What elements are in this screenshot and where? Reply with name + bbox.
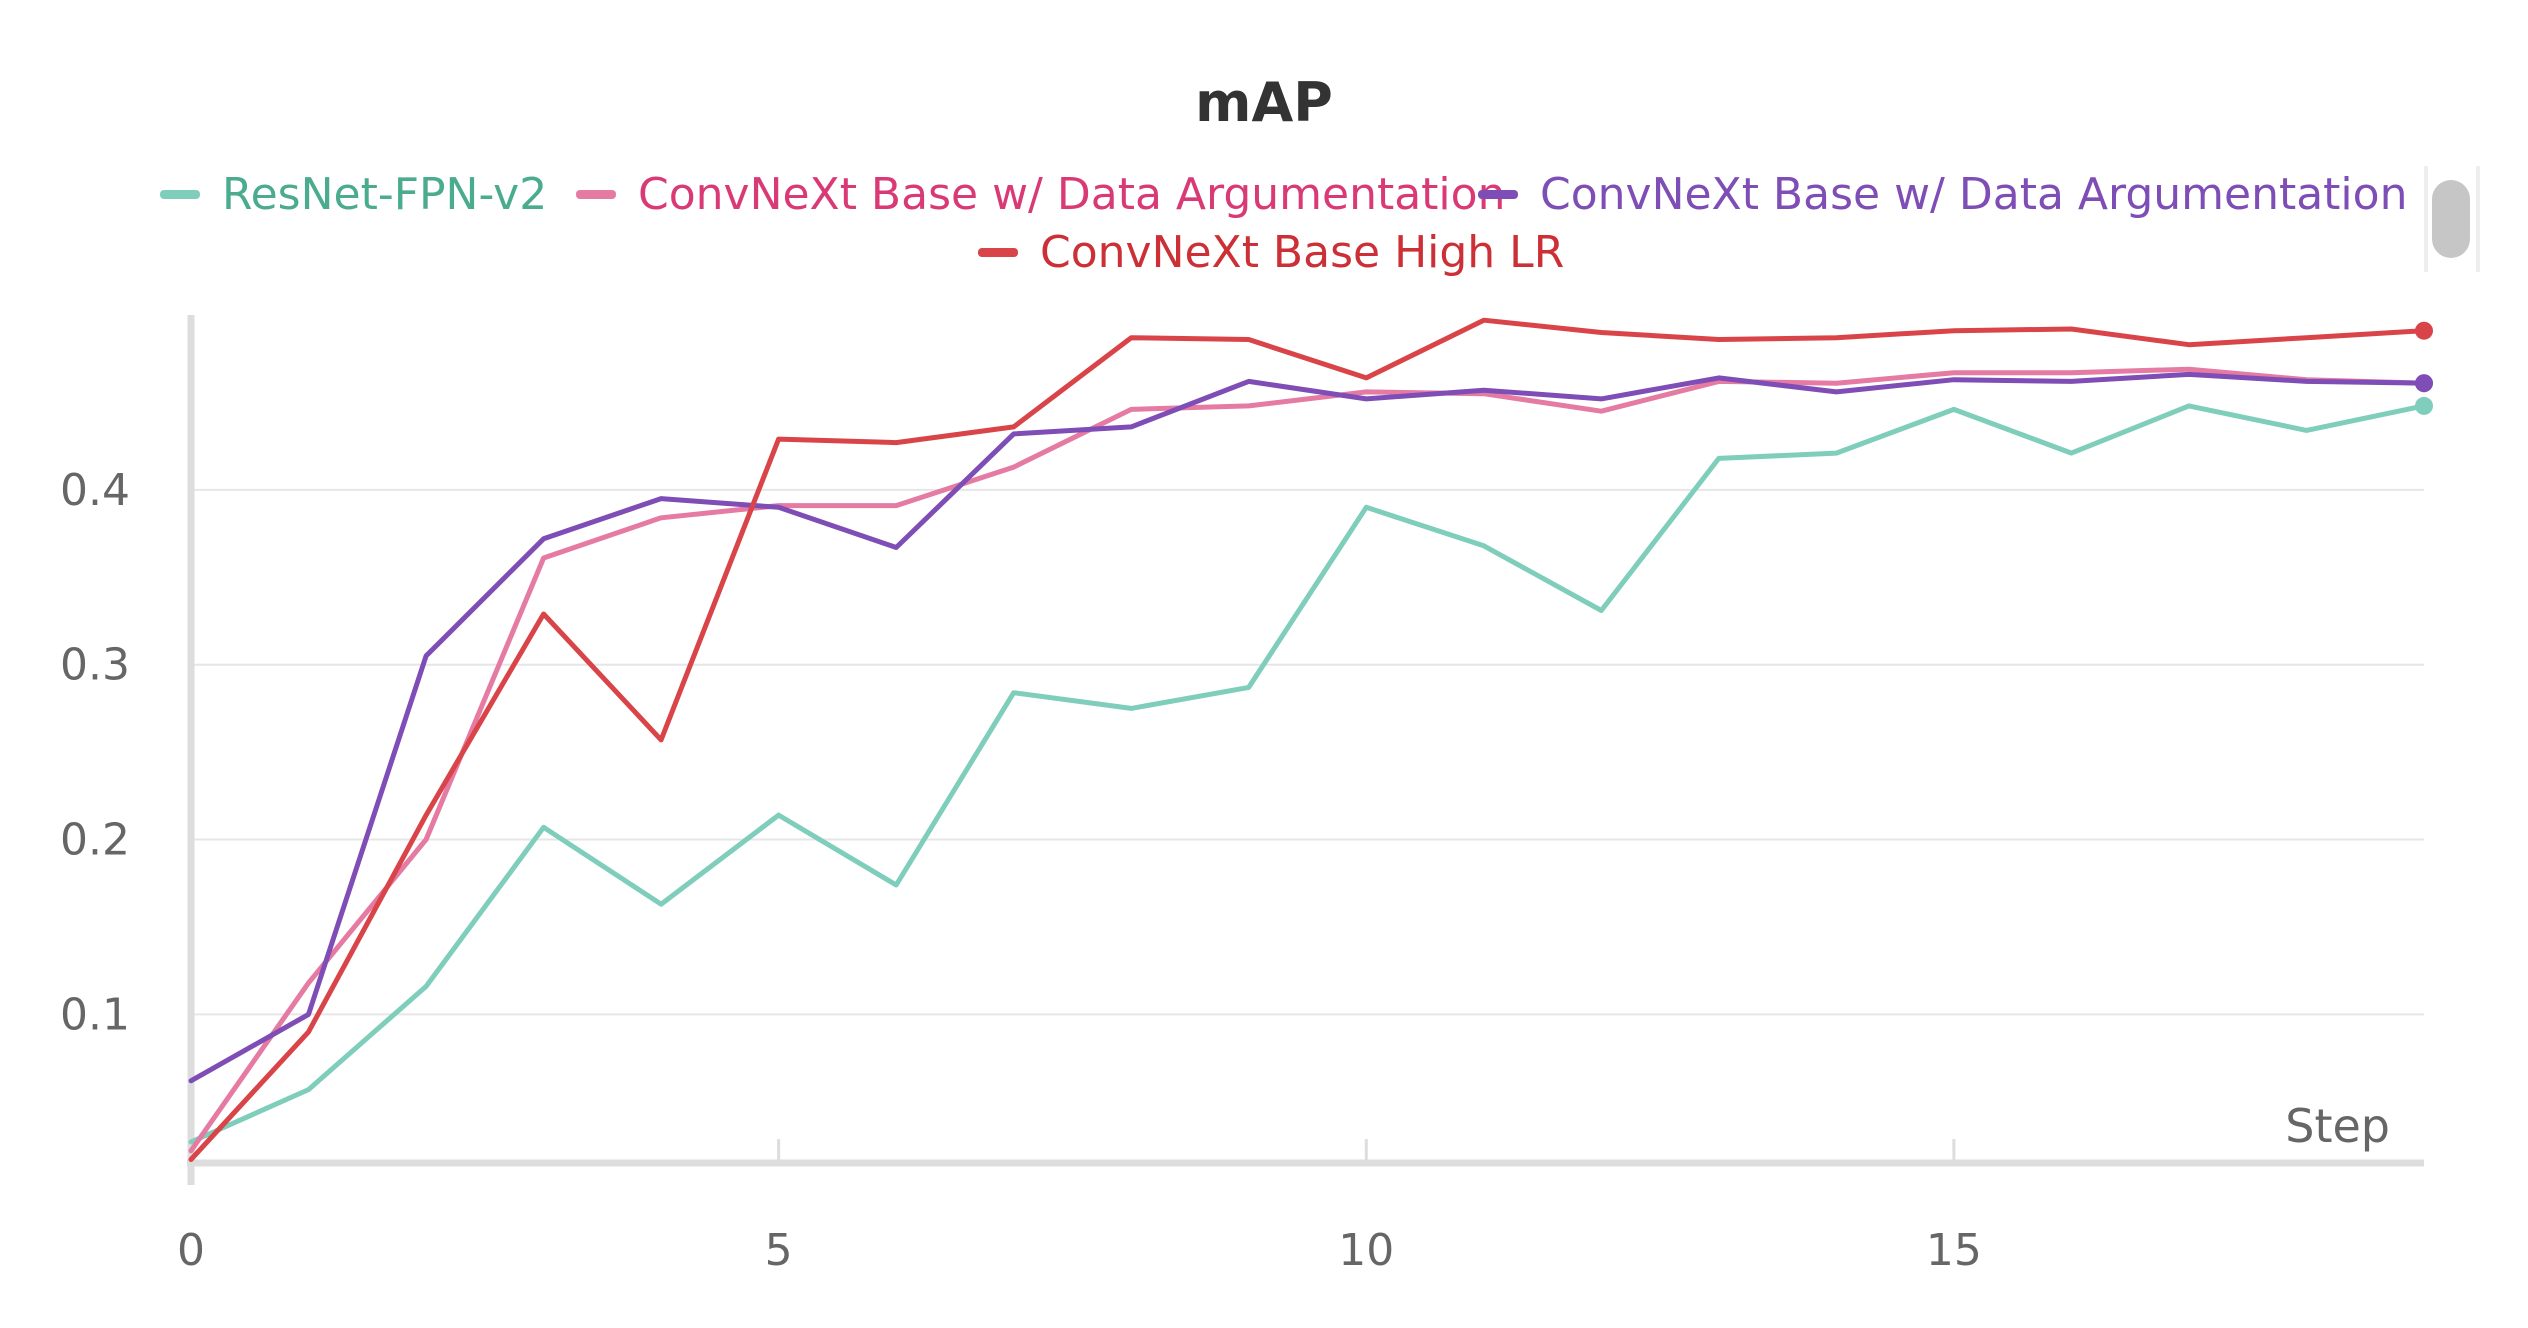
legend-swatch-convnext-pink xyxy=(576,189,616,199)
y-tick-label: 0.2 xyxy=(60,815,130,866)
series-line-4[interactable] xyxy=(188,317,2427,1162)
y-tick-labels: 0.1 0.2 0.3 0.4 xyxy=(60,465,130,1041)
x-tick-label: 15 xyxy=(1926,1225,1982,1276)
grid-lines xyxy=(191,488,2424,1163)
series-end-marker-4 xyxy=(2415,321,2433,340)
chart-title: mAP xyxy=(1195,71,1333,134)
x-tick-labels: 0 5 10 15 xyxy=(177,1225,1982,1276)
legend-swatch-high-lr xyxy=(978,247,1018,257)
axes xyxy=(187,315,2424,1185)
series-line-2[interactable] xyxy=(188,366,2427,1154)
legend-swatch-convnext-purple xyxy=(1478,189,1518,199)
legend-item-convnext-data-aug-pink[interactable]: ConvNeXt Base w/ Data Argumentation xyxy=(576,166,1505,222)
series-lines xyxy=(188,317,2433,1162)
y-tick-label: 0.4 xyxy=(60,465,130,516)
series-line-3[interactable] xyxy=(188,371,2427,1084)
legend-label-convnext-pink: ConvNeXt Base w/ Data Argumentation xyxy=(638,168,1506,220)
y-tick-label: 0.1 xyxy=(60,989,130,1040)
series-end-marker-1 xyxy=(2415,396,2433,415)
legend-scrollbar-thumb[interactable] xyxy=(2432,180,2470,258)
legend-item-convnext-high-lr[interactable]: ConvNeXt Base High LR xyxy=(978,224,1564,280)
legend-scrollbar-track[interactable] xyxy=(2424,166,2480,272)
legend-label-convnext-purple: ConvNeXt Base w/ Data Argumentation xyxy=(1540,168,2408,220)
x-tick-label: 0 xyxy=(177,1225,205,1276)
legend-item-resnet-fpn-v2[interactable]: ResNet-FPN-v2 xyxy=(160,166,547,222)
series-line-1[interactable] xyxy=(188,403,2427,1145)
x-axis-label: Step xyxy=(2285,1099,2390,1153)
y-tick-label: 0.3 xyxy=(60,640,130,691)
legend-item-convnext-data-aug-purple[interactable]: ConvNeXt Base w/ Data Argumentation xyxy=(1478,166,2407,222)
legend-swatch-resnet xyxy=(160,189,200,199)
x-tick-label: 10 xyxy=(1338,1225,1394,1276)
x-tick-label: 5 xyxy=(765,1225,793,1276)
legend-label-resnet: ResNet-FPN-v2 xyxy=(222,168,548,220)
series-end-marker-3 xyxy=(2415,374,2433,393)
legend-label-high-lr: ConvNeXt Base High LR xyxy=(1040,226,1565,278)
